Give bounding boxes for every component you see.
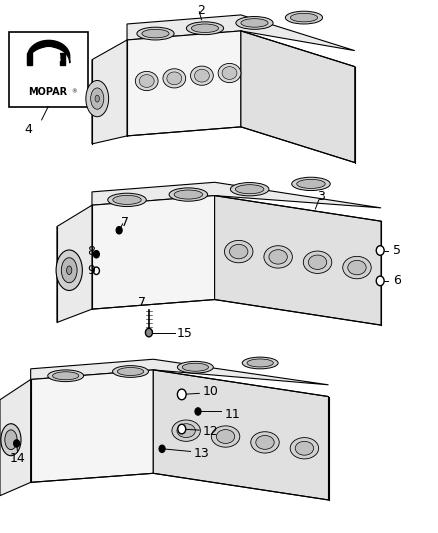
Polygon shape (153, 370, 328, 500)
Ellipse shape (86, 80, 109, 117)
Polygon shape (60, 53, 65, 66)
Text: ®: ® (71, 89, 76, 94)
Ellipse shape (230, 182, 269, 196)
Ellipse shape (182, 364, 208, 371)
Text: 6: 6 (393, 274, 401, 287)
Ellipse shape (108, 193, 146, 207)
Polygon shape (215, 196, 381, 325)
Ellipse shape (142, 29, 169, 38)
Ellipse shape (216, 430, 235, 443)
Ellipse shape (169, 188, 208, 201)
Ellipse shape (174, 190, 203, 199)
Ellipse shape (256, 435, 274, 449)
Ellipse shape (230, 244, 248, 259)
Polygon shape (57, 205, 92, 322)
Ellipse shape (177, 424, 195, 438)
Ellipse shape (251, 432, 279, 453)
Polygon shape (92, 182, 381, 208)
Ellipse shape (285, 11, 322, 24)
Circle shape (177, 389, 186, 400)
Ellipse shape (5, 430, 17, 450)
Circle shape (93, 251, 99, 258)
Polygon shape (31, 359, 328, 385)
Circle shape (195, 408, 201, 415)
Ellipse shape (172, 420, 201, 441)
Circle shape (376, 276, 384, 286)
Ellipse shape (67, 266, 72, 274)
Text: 10: 10 (202, 385, 218, 398)
Ellipse shape (290, 13, 318, 22)
Ellipse shape (56, 250, 82, 290)
Ellipse shape (241, 19, 268, 27)
Text: 11: 11 (224, 408, 240, 421)
Circle shape (116, 227, 122, 234)
Ellipse shape (247, 359, 273, 367)
Text: 14: 14 (10, 452, 25, 465)
Ellipse shape (303, 251, 332, 273)
Ellipse shape (290, 438, 319, 459)
Ellipse shape (61, 257, 77, 282)
Polygon shape (127, 15, 355, 51)
Ellipse shape (186, 22, 223, 35)
Ellipse shape (113, 366, 148, 377)
Ellipse shape (191, 66, 213, 85)
Ellipse shape (224, 240, 253, 263)
Ellipse shape (242, 357, 278, 369)
Ellipse shape (163, 69, 186, 88)
Polygon shape (241, 31, 355, 163)
Text: 13: 13 (194, 447, 209, 459)
Text: MOPAR: MOPAR (28, 87, 68, 96)
Ellipse shape (194, 69, 209, 82)
Ellipse shape (297, 179, 325, 189)
Ellipse shape (269, 249, 287, 264)
Ellipse shape (191, 24, 219, 33)
Polygon shape (92, 40, 127, 144)
Ellipse shape (53, 372, 79, 379)
Ellipse shape (292, 177, 330, 191)
Circle shape (376, 246, 384, 255)
Polygon shape (27, 53, 32, 66)
Ellipse shape (137, 27, 174, 40)
Ellipse shape (167, 72, 182, 85)
FancyBboxPatch shape (9, 32, 88, 107)
Ellipse shape (264, 246, 293, 268)
Polygon shape (31, 370, 153, 482)
Text: 9: 9 (88, 264, 95, 277)
Polygon shape (92, 196, 215, 309)
Text: 8: 8 (88, 245, 95, 258)
Text: 3: 3 (318, 190, 325, 203)
Ellipse shape (222, 67, 237, 79)
Circle shape (178, 424, 186, 434)
Circle shape (14, 440, 20, 447)
Ellipse shape (1, 424, 21, 456)
Ellipse shape (308, 255, 327, 269)
Circle shape (145, 328, 152, 337)
Ellipse shape (95, 95, 99, 102)
Text: 4: 4 (25, 123, 32, 136)
Circle shape (93, 267, 99, 274)
Text: 5: 5 (393, 244, 401, 257)
Ellipse shape (295, 441, 314, 455)
Ellipse shape (91, 88, 104, 109)
Circle shape (159, 445, 165, 453)
Ellipse shape (177, 361, 213, 373)
Text: 15: 15 (177, 327, 193, 340)
Ellipse shape (117, 368, 144, 375)
Ellipse shape (343, 256, 371, 279)
Text: 7: 7 (121, 216, 129, 229)
Ellipse shape (48, 370, 84, 382)
Text: 7: 7 (138, 296, 146, 309)
Ellipse shape (135, 71, 158, 91)
Ellipse shape (113, 195, 141, 205)
Polygon shape (127, 31, 241, 136)
Ellipse shape (236, 17, 273, 29)
Text: 2: 2 (198, 4, 205, 17)
Polygon shape (0, 379, 31, 496)
Text: 12: 12 (202, 425, 218, 438)
Ellipse shape (139, 75, 154, 87)
Ellipse shape (236, 184, 264, 193)
Ellipse shape (211, 426, 240, 447)
Ellipse shape (218, 63, 241, 83)
Ellipse shape (348, 260, 366, 274)
